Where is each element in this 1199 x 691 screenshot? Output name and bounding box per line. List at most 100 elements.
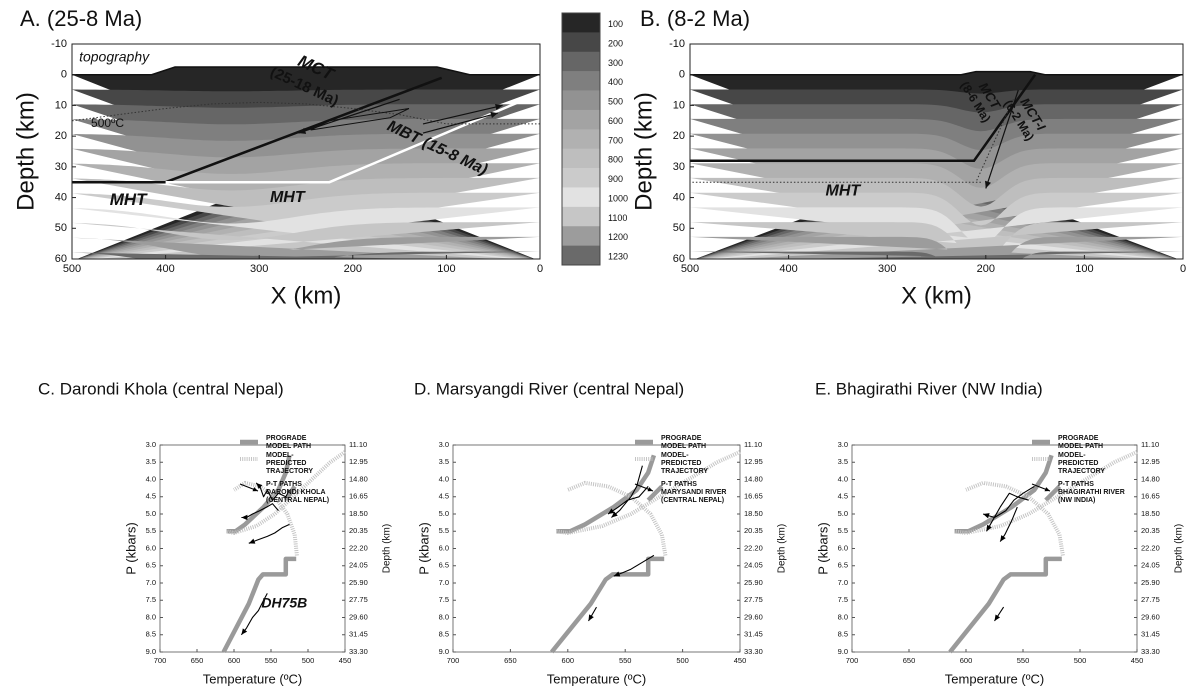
y-tick-label: 5.0 xyxy=(439,509,449,518)
x-tick-label: 650 xyxy=(903,656,916,665)
y2-tick-label: 31.45 xyxy=(744,630,763,639)
temperature-band xyxy=(690,236,1183,259)
x-tick-label: 450 xyxy=(734,656,747,665)
text-line: PROGRADE xyxy=(661,435,702,442)
y2-tick-label: 31.45 xyxy=(1141,630,1160,639)
y2-tick-label: 33.30 xyxy=(349,647,368,656)
y2-tick-label: 18.50 xyxy=(349,509,368,518)
y-tick-label: 10 xyxy=(673,99,685,111)
colorbar-frame xyxy=(561,12,601,266)
x-tick-label: 100 xyxy=(437,263,455,275)
y2-tick-label: 33.30 xyxy=(744,647,763,656)
text-line: PROGRADE xyxy=(266,435,307,442)
chart-title: A. (25-8 Ma) xyxy=(20,6,142,31)
pt-series xyxy=(240,482,290,636)
y2-tick-label: 11.10 xyxy=(349,440,367,449)
legend-label: PROGRADE MODEL PATH xyxy=(661,435,706,450)
y-tick-label: 50 xyxy=(55,222,67,234)
y2-tick-label: 14.80 xyxy=(1141,474,1160,483)
temperature-band xyxy=(72,251,540,259)
fault-line xyxy=(422,112,499,134)
colorbar-swatch xyxy=(562,129,600,149)
y-tick-label: 3.5 xyxy=(146,457,156,466)
arrowhead xyxy=(1044,487,1050,492)
arrowhead xyxy=(983,513,990,519)
y-tick-label: 7.5 xyxy=(838,595,848,604)
colorbar-label: 700 xyxy=(608,135,623,145)
y-tick-label: 6.5 xyxy=(439,561,449,570)
y-tick-label: 0 xyxy=(679,69,685,81)
fault-line xyxy=(72,101,540,125)
chart-title: C. Darondi Khola (central Nepal) xyxy=(38,379,284,398)
colorbar-swatch xyxy=(562,109,600,130)
colorbar-label: 1230 xyxy=(608,252,628,262)
y-tick-label: 5.5 xyxy=(439,526,449,535)
colorbar-swatch xyxy=(562,206,600,227)
y2-tick-label: 16.65 xyxy=(1141,492,1160,501)
y-tick-label: -10 xyxy=(669,38,685,50)
y-tick-label: 8.5 xyxy=(146,630,156,639)
x-tick-label: 550 xyxy=(1017,656,1030,665)
arrowhead xyxy=(607,508,615,514)
legend-label: P-T PATHS DARONDI KHOLA (CENTRAL NEPAL) xyxy=(266,481,329,504)
arrowhead xyxy=(490,111,498,118)
y-tick-label: 3.0 xyxy=(838,440,848,449)
annotation: DH75B xyxy=(261,594,307,610)
arrowhead xyxy=(611,511,618,518)
y-tick-label: 4.5 xyxy=(838,492,848,501)
y-tick-label: 7.0 xyxy=(146,578,156,587)
arrowhead xyxy=(647,487,653,492)
x-axis-label: Temperature (ºC) xyxy=(203,671,302,686)
text-line: MODEL PATH xyxy=(266,443,311,450)
x-tick-label: 450 xyxy=(1131,656,1144,665)
x-axis-label: X (km) xyxy=(271,282,342,309)
topography xyxy=(690,70,1183,76)
arrowhead xyxy=(495,103,503,111)
y2-axis-label: Depth (km) xyxy=(1174,524,1185,573)
y-tick-label: 5.5 xyxy=(146,526,156,535)
y-tick-label: 3.0 xyxy=(146,440,156,449)
y2-tick-label: 16.65 xyxy=(744,492,763,501)
y2-tick-label: 22.20 xyxy=(1141,543,1160,552)
text-line: MODEL- xyxy=(266,452,294,459)
legend-label: MODEL-PREDICTED TRAJECTORY xyxy=(266,452,313,475)
x-tick-label: 500 xyxy=(1074,656,1087,665)
x-tick-label: 500 xyxy=(676,656,689,665)
y2-tick-label: 29.60 xyxy=(744,612,763,621)
x-tick-label: 500 xyxy=(302,656,315,665)
arrowhead xyxy=(994,614,1001,621)
y-tick-label: 9.0 xyxy=(838,647,848,656)
x-tick-label: 400 xyxy=(156,263,174,275)
x-tick-label: 100 xyxy=(1075,263,1093,275)
text-line: TRAJECTORY xyxy=(266,468,313,475)
y2-tick-label: 12.95 xyxy=(744,457,763,466)
colorbar-swatch xyxy=(562,148,600,169)
colorbar-label: 1000 xyxy=(608,193,628,203)
y-tick-label: 40 xyxy=(673,191,685,203)
y-tick-label: 20 xyxy=(673,130,685,142)
y-axis-label: Depth (km) xyxy=(630,92,657,211)
topography xyxy=(72,66,540,76)
text-line: P-T PATHS xyxy=(661,481,697,488)
y2-tick-label: 29.60 xyxy=(1141,612,1160,621)
y2-tick-label: 14.80 xyxy=(349,474,368,483)
legend-label: PROGRADE MODEL PATH xyxy=(266,435,311,450)
legend-label: PROGRADE MODEL PATH xyxy=(1058,435,1103,450)
temperature-band xyxy=(72,236,540,259)
text-line: MODEL- xyxy=(661,452,689,459)
colorbar-label: 1200 xyxy=(608,232,628,242)
x-tick-label: 300 xyxy=(250,263,268,275)
x-tick-label: 500 xyxy=(681,263,699,275)
y-tick-label: 3.5 xyxy=(838,457,848,466)
text-line: BHAGIRATHI RIVER xyxy=(1058,489,1125,496)
chart-title: B. (8-2 Ma) xyxy=(640,6,750,31)
text-line: (NW INDIA) xyxy=(1058,497,1095,504)
colorbar-swatch xyxy=(562,71,600,91)
legend-label: MODEL-PREDICTED TRAJECTORY xyxy=(1058,452,1105,475)
y-tick-label: 6.0 xyxy=(439,543,449,552)
text-line: PREDICTED xyxy=(1058,460,1098,467)
temperature-band xyxy=(72,222,540,259)
y-tick-label: 4.0 xyxy=(838,474,848,483)
y-tick-label: 40 xyxy=(55,191,67,203)
